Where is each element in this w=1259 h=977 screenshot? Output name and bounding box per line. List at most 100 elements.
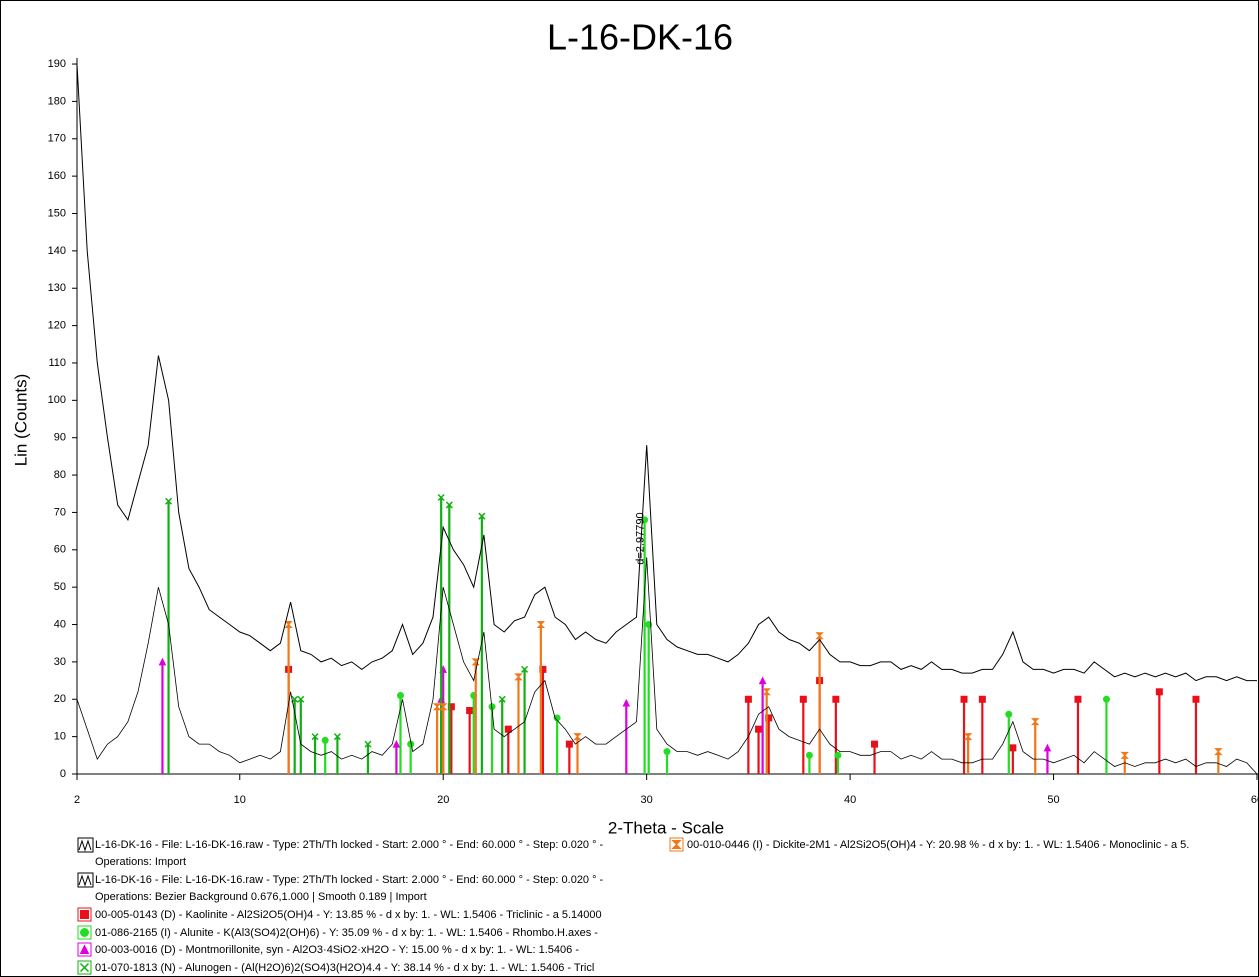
stick-marker [498,695,506,703]
stick-marker [396,692,404,700]
y-tick-label: 180 [48,95,66,107]
y-tick-label: 80 [54,469,66,481]
y-tick-label: 190 [48,58,66,70]
x-tick-label: 50 [1047,794,1059,806]
stick-marker [1005,710,1013,718]
stick-marker [445,501,453,509]
x-tick-label: 20 [437,794,449,806]
legend-label: 01-070-1813 (N) - Alunogen - (Al(H2O)6)2… [95,962,594,974]
stick-marker [536,621,546,629]
y-tick-label: 30 [54,656,66,668]
stick-marker [333,733,341,741]
stick-marker [478,512,486,520]
stick-marker [521,665,529,673]
stick-marker [573,733,582,741]
y-tick-label: 140 [48,245,66,257]
y-tick-label: 50 [54,581,66,593]
stick-marker [1074,695,1082,703]
stick-marker [466,706,474,714]
y-tick-label: 130 [48,282,66,294]
scan-line [76,557,1258,775]
y-tick-label: 110 [48,357,66,369]
stick-marker [165,497,173,505]
stick-marker [1043,743,1052,752]
stick-marker [297,695,305,703]
legend-label: 01-086-2165 (I) - Alunite - K(Al3(SO4)2(… [95,927,598,939]
legend-label: Operations: Bezier Background 0.676,1.00… [95,891,427,903]
y-tick-label: 70 [54,506,66,518]
stick-marker [978,695,986,703]
annotation: d=2.97790 [635,512,647,564]
stick-marker [284,621,293,629]
stick-marker [432,703,442,711]
chart-title: L-16-DK-16 [547,17,733,58]
x-tick-label: 10 [234,794,246,806]
scan-line [76,63,1257,682]
y-tick-label: 170 [48,133,66,145]
legend-icon [79,944,90,954]
stick-marker [437,493,445,502]
stick-marker [963,733,973,741]
stick-marker [805,751,813,759]
legend-icon [80,928,89,937]
stick-marker [762,688,771,696]
stick-marker [364,740,372,748]
y-axis-label: Lin (Counts) [11,374,30,467]
y-tick-label: 150 [48,207,66,219]
y-tick-label: 60 [54,544,66,556]
stick-marker [514,673,523,681]
y-tick-label: 120 [48,320,66,332]
stick-marker [565,740,573,748]
stick-marker [960,695,968,703]
stick-marker [1009,744,1017,752]
stick-marker [755,725,763,733]
stick-marker [158,657,167,666]
stick-marker [832,695,840,703]
stick-marker [1192,695,1200,703]
legend-label: 00-003-0016 (D) - Montmorillonite, syn -… [95,944,579,956]
stick-marker [641,516,649,524]
stick-marker [744,695,752,703]
x-axis-label: 2-Theta - Scale [608,818,724,837]
stick-marker [392,739,401,748]
stick-marker [504,725,512,733]
y-tick-label: 160 [48,170,66,182]
x-tick-label: 40 [844,794,856,806]
stick-marker [321,736,329,744]
legend-icon [80,910,89,919]
legend-icon [79,962,90,973]
legend-label: L-16-DK-16 - File: L-16-DK-16.raw - Type… [95,874,604,886]
legend-label: 00-005-0143 (D) - Kaolinite - Al2Si2O5(O… [95,909,602,921]
stick-marker [1155,688,1163,696]
stick-marker [815,632,824,640]
stick-marker [291,695,299,703]
stick-marker [311,733,319,741]
y-tick-label: 100 [48,394,66,406]
y-tick-label: 90 [54,432,66,444]
stick-marker [758,676,767,685]
legend-label: 00-010-0446 (I) - Dickite-2M1 - Al2Si2O5… [687,839,1189,851]
legend-label: Operations: Import [95,856,186,868]
y-tick-label: 40 [54,618,66,630]
stick-marker [799,695,807,703]
stick-marker [553,714,561,722]
stick-marker [663,748,671,756]
x-tick-label: 30 [641,794,653,806]
stick-marker [438,703,448,711]
legend-label: L-16-DK-16 - File: L-16-DK-16.raw - Type… [95,839,604,851]
x-tick-label: 2 [74,794,80,806]
stick-marker [1214,748,1223,756]
legend-icon [78,839,92,852]
stick-marker [1102,695,1110,703]
y-tick-label: 10 [54,731,66,743]
stick-marker [1120,751,1129,759]
stick-marker [1031,718,1040,726]
stick-marker [622,698,631,707]
stick-marker [834,751,842,759]
legend-icon [671,840,682,849]
y-tick-label: 20 [54,693,66,705]
y-tick-label: 0 [60,768,66,780]
legend-icon [78,874,92,887]
